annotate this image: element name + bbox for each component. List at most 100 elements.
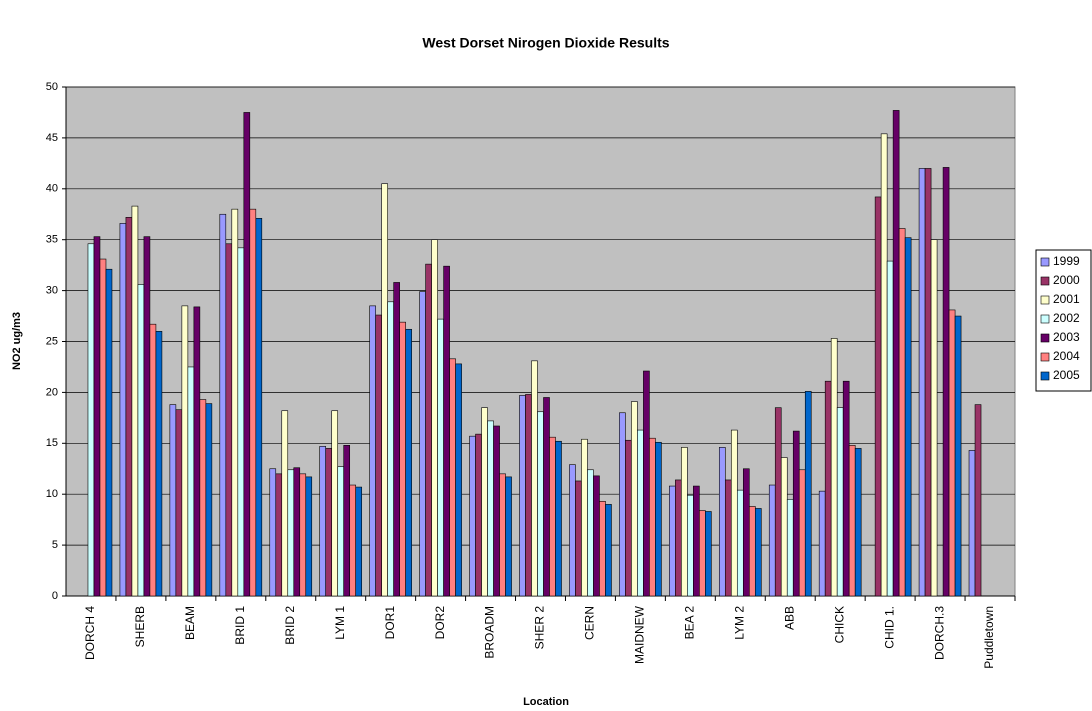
bar xyxy=(343,445,351,597)
bar xyxy=(824,380,832,597)
bar xyxy=(349,484,357,597)
bar xyxy=(249,208,257,597)
bar xyxy=(219,213,227,597)
y-tick-label: 40 xyxy=(46,183,58,195)
bar xyxy=(331,410,339,597)
bar xyxy=(155,331,163,597)
bar xyxy=(305,476,313,597)
bar xyxy=(231,208,239,597)
bar xyxy=(93,236,101,597)
bar xyxy=(904,237,912,597)
x-tick-label: DORCH.3 xyxy=(932,606,946,660)
bar xyxy=(519,395,526,597)
bar xyxy=(693,485,700,597)
bar xyxy=(131,205,139,597)
bar xyxy=(854,448,862,597)
bar xyxy=(287,469,295,597)
bar xyxy=(481,407,488,597)
bar xyxy=(619,412,626,597)
legend-label: 2001 xyxy=(1053,292,1080,306)
bar xyxy=(675,479,682,597)
bar xyxy=(355,486,363,597)
bar xyxy=(275,473,283,597)
bar xyxy=(637,429,644,597)
bar xyxy=(930,239,938,597)
bar xyxy=(493,425,500,597)
x-tick-label: Puddletown xyxy=(982,606,996,669)
bar xyxy=(681,447,688,597)
bar xyxy=(169,404,177,597)
bar xyxy=(954,315,962,597)
x-tick-label: BEAM xyxy=(183,606,197,640)
bar xyxy=(237,247,245,597)
legend-swatch xyxy=(1040,257,1050,267)
bar xyxy=(836,407,844,597)
y-tick-label: 35 xyxy=(46,234,58,246)
bar xyxy=(948,309,956,597)
bar xyxy=(99,258,107,597)
bar xyxy=(942,167,950,597)
bar xyxy=(137,284,145,597)
bar xyxy=(569,464,576,597)
x-tick-label: CHID 1. xyxy=(882,606,896,649)
bar xyxy=(505,476,512,597)
legend-swatch xyxy=(1040,333,1050,343)
bar xyxy=(924,168,932,597)
legend-swatch xyxy=(1040,371,1050,381)
legend-label: 2005 xyxy=(1053,368,1080,382)
bar xyxy=(375,314,382,597)
bar xyxy=(549,436,556,597)
y-tick-label: 50 xyxy=(46,81,58,93)
bar xyxy=(399,321,406,597)
bar xyxy=(705,511,712,597)
y-tick-label: 10 xyxy=(46,488,58,500)
bar xyxy=(125,217,133,597)
bar xyxy=(587,469,594,597)
bar xyxy=(325,448,333,597)
x-tick-label: SHERB xyxy=(133,606,147,647)
legend-swatch xyxy=(1040,314,1050,324)
bar xyxy=(187,366,195,597)
bar xyxy=(599,501,606,597)
bar xyxy=(443,265,450,597)
bar xyxy=(786,498,794,597)
bar xyxy=(655,441,662,597)
bar xyxy=(687,494,694,597)
bar xyxy=(742,468,750,597)
bar xyxy=(804,391,812,597)
bar xyxy=(487,420,494,597)
bar xyxy=(974,404,982,597)
x-tick-label: SHER 2 xyxy=(533,606,547,650)
y-tick-label: 5 xyxy=(52,539,58,551)
bar xyxy=(748,506,756,597)
y-tick-label: 15 xyxy=(46,437,58,449)
bar xyxy=(425,263,432,597)
bar xyxy=(631,401,638,597)
legend-swatch xyxy=(1040,352,1050,362)
bar xyxy=(892,110,900,597)
bar xyxy=(780,457,788,597)
x-tick-label: CHICK xyxy=(832,606,846,643)
bar xyxy=(874,196,882,597)
bar xyxy=(437,318,444,597)
bar xyxy=(199,399,207,597)
bar xyxy=(225,243,233,597)
bar xyxy=(475,433,482,597)
bar xyxy=(87,243,95,597)
bar xyxy=(699,510,706,597)
bar xyxy=(149,323,157,597)
x-tick-label: ABB xyxy=(782,606,796,630)
bar xyxy=(281,410,289,597)
bar xyxy=(768,484,776,597)
y-tick-label: 25 xyxy=(46,335,58,347)
bar xyxy=(649,437,656,597)
x-tick-label: CERN xyxy=(583,606,597,640)
x-tick-label: BRID 2 xyxy=(283,606,297,645)
bar xyxy=(798,469,806,597)
bar xyxy=(880,133,888,597)
bar xyxy=(337,466,345,597)
y-tick-label: 0 xyxy=(52,590,58,602)
x-tick-label: MAIDNEW xyxy=(633,605,647,664)
x-tick-label: BEA 2 xyxy=(683,606,697,640)
